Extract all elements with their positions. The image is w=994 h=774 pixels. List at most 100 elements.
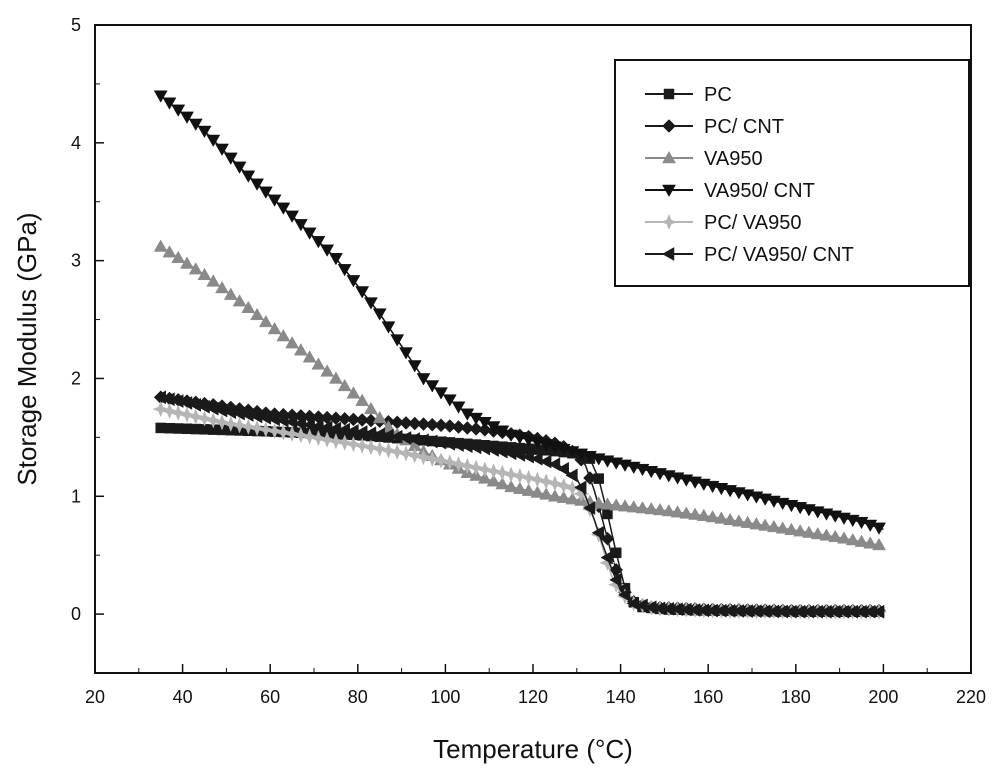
legend-entry: PC/ CNT [645,116,784,138]
series-4 [153,90,886,535]
series-marker [293,219,308,232]
series-marker [232,294,247,307]
legend-label: PC [704,84,732,106]
series-marker [644,501,659,515]
legend-entry: VA950 [645,148,763,170]
series-marker [223,152,238,165]
x-tick-label: 20 [85,687,105,707]
legend-label: VA950/ CNT [704,180,815,202]
series-marker [529,471,546,488]
series-marker [512,481,527,494]
series-marker [451,401,466,414]
series-marker [399,347,413,360]
series-marker [301,428,318,445]
series-marker [372,410,387,424]
series-marker [215,280,229,294]
x-tick-label: 180 [781,687,811,707]
series-marker [758,518,773,531]
series-marker [460,421,475,435]
series-marker [164,422,175,434]
series-marker [441,454,458,471]
series-marker [292,427,310,444]
series-marker [380,442,397,459]
legend-entry: PC/ VA950 [645,212,801,234]
series-marker [302,350,317,363]
series-marker [407,416,422,431]
legend-entry: PC/ VA950/ CNT [645,244,854,266]
series-marker [397,445,415,462]
series-marker [714,511,729,524]
series-marker [845,532,860,546]
series-marker [320,364,335,377]
series-marker [539,454,552,469]
y-tick-label: 2 [71,368,81,388]
series-marker [162,245,177,258]
series-marker [250,307,264,321]
series-marker [469,422,483,436]
x-tick-label: 60 [260,687,280,707]
legend-label: PC/ VA950/ CNT [704,244,854,266]
series-marker [502,466,520,483]
series-marker [784,522,799,535]
series-marker [172,423,184,434]
series-marker [486,474,501,487]
legend-label: PC/ VA950 [704,212,801,234]
series-marker [547,457,561,472]
series-marker [181,423,193,435]
y-tick-label: 5 [71,15,81,35]
series-marker [609,498,624,511]
series-marker [450,456,467,473]
series-marker [311,357,326,370]
y-tick-label: 3 [71,251,81,271]
series-marker [180,256,194,269]
series-marker [190,423,201,435]
legend-marker [662,184,676,198]
y-axis-title: Storage Modulus (GPa) [12,212,42,485]
series-marker [556,461,569,476]
y-tick-label: 1 [71,486,81,506]
series-marker [318,431,336,448]
series-marker [547,489,562,502]
series-marker [328,371,343,384]
x-tick-label: 80 [348,687,368,707]
series-marker [302,227,317,240]
series-marker [241,300,256,314]
series-marker [863,536,878,549]
series-marker [635,501,650,514]
series-marker [688,507,702,520]
series-marker [653,502,667,516]
x-tick-label: 200 [868,687,898,707]
x-tick-label: 220 [956,687,986,707]
series-marker [399,416,413,430]
series-marker [495,477,510,490]
series-marker [170,404,187,422]
series-marker [206,274,221,287]
series-marker [197,399,210,414]
series-marker [609,572,622,587]
series-marker [337,411,352,426]
series-marker [819,528,834,541]
series-marker [406,447,423,464]
series-marker [267,321,282,335]
series-marker [231,417,248,434]
series-marker [320,244,335,257]
series-marker [310,429,327,447]
series-marker [723,512,738,526]
series-marker [206,401,219,416]
series-marker [802,525,816,538]
series-marker [415,448,432,466]
legend-label: PC/ CNT [704,116,784,138]
series-marker [477,422,492,437]
x-tick-label: 160 [693,687,723,707]
series-marker [546,475,564,492]
series-marker [740,515,755,528]
series-marker [354,437,371,454]
series-marker [258,186,273,199]
series-marker [679,506,694,519]
y-tick-label: 0 [71,604,81,624]
legend-label: VA950 [704,148,763,170]
series-marker [442,419,457,433]
series-marker [661,503,676,517]
series-marker [179,396,193,410]
